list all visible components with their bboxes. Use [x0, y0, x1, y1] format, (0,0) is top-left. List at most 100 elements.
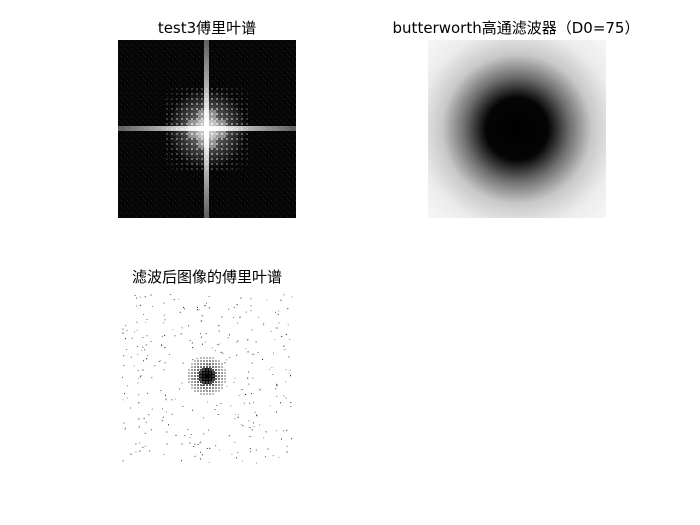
spectrum-speckle [256, 463, 257, 464]
spectrum-speckle [216, 143, 218, 145]
spectrum-speckle [125, 429, 126, 430]
spectrum-speckle [186, 153, 188, 155]
spectrum-speckle [166, 118, 168, 120]
spectrum-speckle [201, 118, 203, 120]
spectrum-center-cluster [191, 366, 193, 368]
spectrum-speckle [201, 103, 203, 105]
spectrum-speckle [229, 435, 230, 436]
spectrum-speckle [181, 128, 183, 130]
spectrum-speckle [221, 403, 222, 404]
spectrum-speckle [252, 354, 253, 355]
spectrum-speckle [216, 103, 218, 105]
spectrum-speckle [248, 420, 249, 421]
spectrum-speckle [154, 365, 155, 366]
spectrum-center-cluster [212, 369, 214, 371]
spectrum-speckle [246, 143, 248, 145]
spectrum-speckle [252, 429, 253, 430]
spectrum-speckle [211, 118, 213, 120]
spectrum-speckle [171, 123, 173, 125]
spectrum-center-cluster [218, 363, 220, 365]
spectrum-speckle [251, 310, 252, 311]
spectrum-speckle [196, 158, 198, 160]
spectrum-speckle [186, 108, 188, 110]
spectrum-speckle [217, 344, 218, 345]
spectrum-speckle [216, 113, 218, 115]
spectrum-center-cluster [194, 369, 196, 371]
spectrum-center-cluster [209, 366, 211, 368]
spectrum-center-cluster [206, 363, 208, 365]
spectrum-center-cluster [197, 378, 199, 380]
spectrum-speckle [186, 123, 188, 125]
spectrum-center-cluster [221, 363, 223, 365]
spectrum-center-cluster [203, 387, 205, 389]
spectrum-speckle [226, 128, 228, 130]
spectrum-speckle [139, 443, 140, 444]
spectrum-center-cluster [197, 375, 199, 377]
spectrum-speckle [201, 123, 203, 125]
spectrum-speckle [136, 306, 137, 307]
spectrum-center-cluster [221, 366, 223, 368]
spectrum-speckle [208, 430, 209, 431]
spectrum-speckle [274, 339, 275, 340]
spectrum-speckle [191, 148, 193, 150]
spectrum-speckle [226, 359, 227, 360]
spectrum-speckle [138, 378, 139, 379]
spectrum-speckle [187, 429, 188, 430]
spectrum-speckle [161, 390, 162, 391]
spectrum-speckle [191, 98, 193, 100]
spectrum-speckle [273, 455, 274, 456]
spectrum-speckle [139, 418, 140, 419]
spectrum-center-cluster [200, 384, 202, 386]
spectrum-speckle [231, 168, 233, 170]
spectrum-speckle [228, 337, 229, 338]
spectrum-speckle [245, 348, 246, 349]
spectrum-center-cluster [209, 363, 211, 365]
spectrum-speckle [236, 108, 238, 110]
spectrum-speckle [191, 103, 193, 105]
spectrum-speckle [145, 433, 146, 434]
spectrum-speckle [272, 374, 273, 375]
spectrum-speckle [241, 424, 242, 425]
spectrum-speckle [231, 163, 233, 165]
spectrum-speckle [211, 93, 213, 95]
spectrum-speckle [231, 123, 233, 125]
spectrum-center-cluster [218, 369, 220, 371]
spectrum-speckle [164, 335, 165, 336]
spectrum-speckle [181, 460, 182, 461]
spectrum-speckle [125, 428, 126, 429]
spectrum-speckle [171, 148, 173, 150]
spectrum-speckle [211, 108, 213, 110]
spectrum-center-cluster [191, 375, 193, 377]
spectrum-speckle [262, 359, 263, 360]
spectrum-speckle [196, 128, 198, 130]
spectrum-speckle [289, 339, 290, 340]
spectrum-speckle [191, 108, 193, 110]
spectrum-speckle [193, 446, 194, 447]
spectrum-speckle [271, 331, 272, 332]
spectrum-speckle [231, 113, 233, 115]
spectrum-speckle [238, 417, 239, 418]
spectrum-speckle [196, 108, 198, 110]
spectrum-speckle [211, 153, 213, 155]
spectrum-speckle [241, 148, 243, 150]
spectrum-center-cluster [218, 390, 220, 392]
spectrum-speckle [142, 447, 143, 448]
spectrum-speckle [211, 123, 213, 125]
spectrum-speckle [250, 448, 251, 449]
spectrum-speckle [273, 353, 274, 354]
spectrum-speckle [206, 93, 208, 95]
spectrum-speckle [149, 450, 150, 451]
spectrum-speckle [191, 118, 193, 120]
spectrum-center-cluster [206, 393, 208, 395]
spectrum-speckle [206, 143, 208, 145]
spectrum-speckle [196, 138, 198, 140]
spectrum-speckle [233, 317, 234, 318]
spectrum-speckle [181, 88, 183, 90]
spectrum-center-cluster [218, 384, 220, 386]
spectrum-center-cluster [212, 390, 214, 392]
spectrum-speckle [191, 434, 192, 435]
spectrum-speckle [169, 354, 170, 355]
spectrum-speckle [241, 108, 243, 110]
spectrum-speckle [211, 163, 213, 165]
spectrum-speckle [138, 370, 139, 371]
